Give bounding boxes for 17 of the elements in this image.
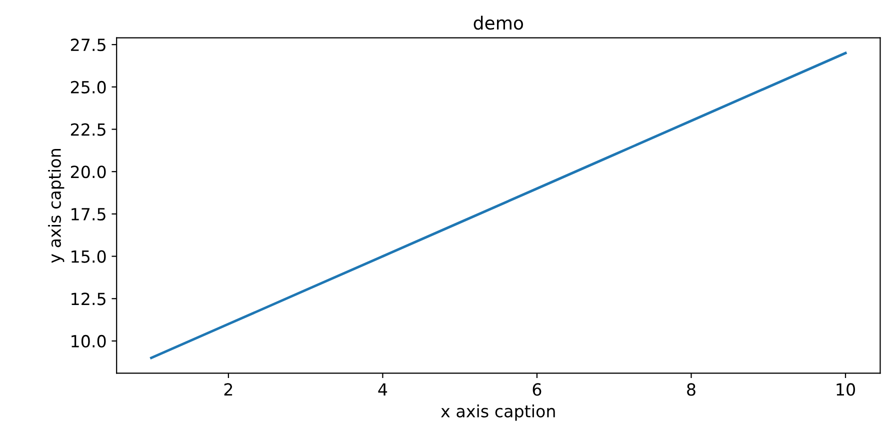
y-tick-label: 20.0	[70, 166, 106, 178]
x-tick-label: 2	[224, 383, 232, 396]
x-tick-label: 6	[532, 383, 542, 396]
y-tick-label: 15.0	[72, 250, 106, 263]
y-tick-label: 25.0	[70, 80, 106, 94]
x-tick-label: 4	[378, 383, 388, 396]
y-tick-label: 17.5	[72, 208, 106, 221]
chart-title: demo	[474, 16, 524, 30]
y-tick-label: 22.5	[70, 123, 106, 136]
x-tick-label: 10	[836, 383, 855, 396]
line-series	[150, 52, 847, 360]
x-tick-label: 8	[687, 383, 696, 396]
y-tick-label: 12.5	[72, 292, 106, 306]
y-axis-title: y axis caption	[48, 149, 64, 263]
y-tick-label: 10.0	[72, 334, 106, 348]
x-axis-title: x axis caption	[441, 404, 555, 421]
y-tick-label: 27.5	[70, 38, 106, 52]
